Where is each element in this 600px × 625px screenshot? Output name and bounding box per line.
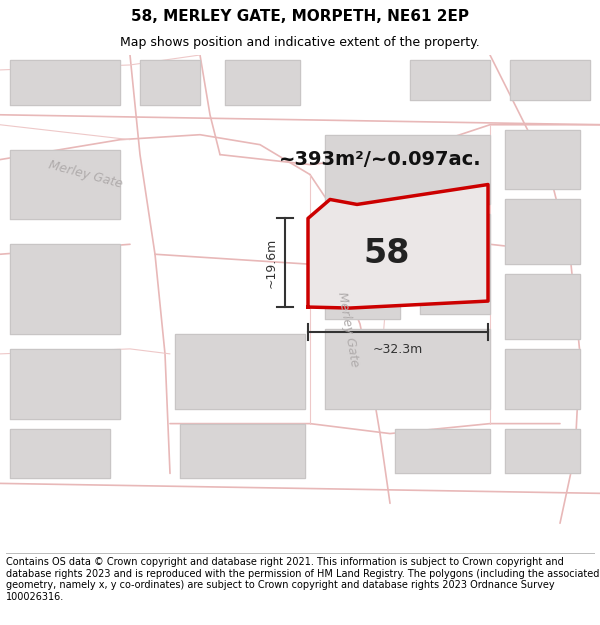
Polygon shape	[510, 60, 590, 100]
Text: ~32.3m: ~32.3m	[373, 343, 423, 356]
Polygon shape	[10, 349, 120, 419]
Text: 58: 58	[364, 238, 410, 270]
Polygon shape	[140, 60, 200, 105]
Text: ~19.6m: ~19.6m	[265, 238, 277, 288]
Polygon shape	[10, 149, 120, 219]
Polygon shape	[175, 334, 305, 409]
Text: Merley Gate: Merley Gate	[335, 291, 361, 367]
Text: Contains OS data © Crown copyright and database right 2021. This information is : Contains OS data © Crown copyright and d…	[6, 557, 599, 602]
Text: Map shows position and indicative extent of the property.: Map shows position and indicative extent…	[120, 36, 480, 49]
Polygon shape	[10, 244, 120, 334]
Polygon shape	[180, 424, 305, 478]
Polygon shape	[505, 199, 580, 264]
Polygon shape	[325, 329, 490, 409]
Text: 58, MERLEY GATE, MORPETH, NE61 2EP: 58, MERLEY GATE, MORPETH, NE61 2EP	[131, 9, 469, 24]
Polygon shape	[225, 60, 300, 105]
Polygon shape	[10, 429, 110, 478]
Polygon shape	[505, 274, 580, 339]
Polygon shape	[308, 184, 488, 308]
Polygon shape	[395, 429, 490, 473]
Polygon shape	[505, 130, 580, 189]
Polygon shape	[420, 214, 490, 314]
Polygon shape	[505, 429, 580, 473]
Text: Merley Gate: Merley Gate	[47, 158, 124, 191]
Text: ~393m²/~0.097ac.: ~393m²/~0.097ac.	[278, 150, 481, 169]
Polygon shape	[10, 60, 120, 105]
Polygon shape	[410, 60, 490, 100]
Polygon shape	[505, 349, 580, 409]
Polygon shape	[325, 135, 490, 204]
Polygon shape	[325, 214, 400, 319]
